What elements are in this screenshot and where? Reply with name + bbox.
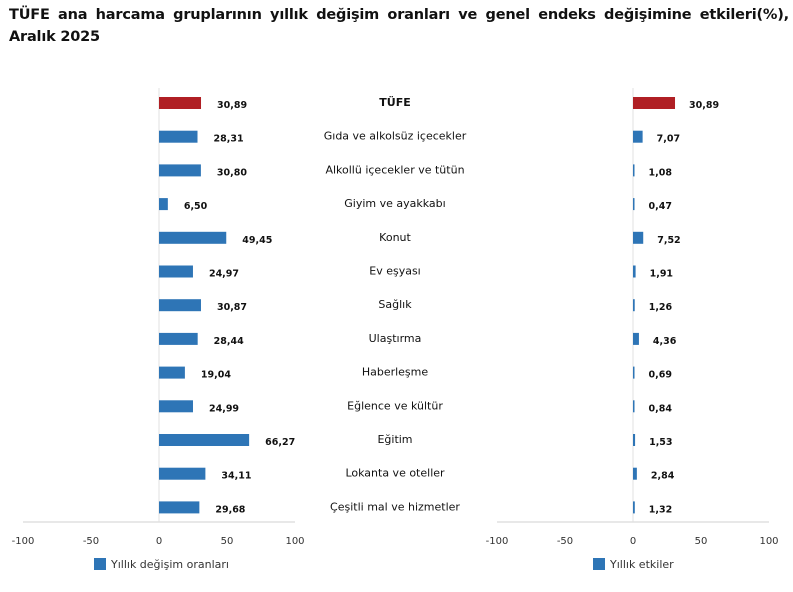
- category-label: Alkollü içecekler ve tütün: [325, 163, 464, 176]
- right-x-tick-label: 0: [630, 536, 636, 547]
- category-label: Konut: [379, 231, 411, 244]
- left-data-label: 28,31: [214, 134, 244, 145]
- left-bar: [159, 366, 185, 379]
- category-label: Haberleşme: [362, 366, 429, 379]
- right-bar: [633, 299, 635, 312]
- left-data-label: 24,97: [209, 269, 239, 280]
- right-bar: [633, 198, 635, 211]
- left-bar: [159, 97, 202, 109]
- left-bar: [159, 198, 168, 211]
- left-data-label: 66,27: [265, 437, 295, 448]
- chart-title: TÜFE ana harcama gruplarının yıllık deği…: [9, 7, 789, 45]
- left-bar: [159, 164, 201, 177]
- left-data-label: 28,44: [214, 336, 244, 347]
- left-data-label: 49,45: [242, 235, 272, 246]
- left-bar: [159, 299, 201, 312]
- left-bar: [159, 501, 200, 514]
- left-legend-swatch: [94, 558, 106, 570]
- right-data-label: 7,07: [657, 134, 680, 145]
- right-bar: [633, 97, 676, 109]
- category-label: Giyim ve ayakkabı: [344, 197, 445, 210]
- left-bar: [159, 434, 250, 446]
- right-data-label: 1,53: [649, 437, 672, 448]
- category-label: Ev eşyası: [369, 265, 421, 278]
- category-label: Ulaştırma: [369, 332, 422, 345]
- category-label: Gıda ve alkolsüz içecekler: [324, 130, 467, 143]
- left-x-tick-label: 100: [285, 536, 304, 547]
- right-bar: [633, 434, 636, 446]
- left-bar: [159, 265, 193, 278]
- left-data-label: 24,99: [209, 403, 239, 414]
- right-x-tick-label: -100: [486, 536, 509, 547]
- left-data-label: 6,50: [184, 201, 208, 212]
- left-bar: [159, 231, 227, 244]
- left-data-label: 30,89: [217, 100, 247, 111]
- right-data-label: 1,32: [649, 504, 672, 515]
- right-data-label: 0,84: [649, 403, 673, 414]
- category-label: Eğitim: [377, 433, 412, 446]
- left-data-label: 34,11: [221, 471, 251, 482]
- right-bar: [633, 332, 639, 345]
- left-data-label: 19,04: [201, 370, 231, 381]
- left-legend-label: Yıllık değişim oranları: [110, 558, 229, 571]
- right-data-label: 30,89: [689, 100, 719, 111]
- right-data-label: 0,47: [649, 201, 672, 212]
- right-bar: [633, 400, 635, 413]
- right-bar: [633, 265, 636, 278]
- category-label: Lokanta ve oteller: [345, 467, 445, 480]
- left-data-label: 30,80: [217, 167, 247, 178]
- category-label: Çeşitli mal ve hizmetler: [330, 500, 460, 513]
- left-x-tick-label: 0: [156, 536, 162, 547]
- left-bar: [159, 130, 198, 143]
- right-data-label: 2,84: [651, 471, 675, 482]
- right-bar: [633, 130, 643, 143]
- right-x-tick-label: 100: [759, 536, 778, 547]
- right-data-label: 1,08: [649, 167, 673, 178]
- right-bar: [633, 231, 644, 244]
- right-legend-swatch: [593, 558, 605, 570]
- left-x-tick-label: 50: [221, 536, 234, 547]
- category-label: Eğlence ve kültür: [347, 399, 443, 412]
- left-x-tick-label: -50: [83, 536, 99, 547]
- left-bar: [159, 332, 198, 345]
- right-data-label: 1,26: [649, 302, 673, 313]
- left-bar: [159, 467, 206, 480]
- left-bar: [159, 400, 193, 413]
- right-x-tick-label: -50: [557, 536, 573, 547]
- right-data-label: 4,36: [653, 336, 677, 347]
- category-label: TÜFE: [379, 95, 410, 109]
- right-legend-label: Yıllık etkiler: [609, 558, 674, 571]
- right-data-label: 0,69: [649, 370, 672, 381]
- left-x-tick-label: -100: [12, 536, 35, 547]
- right-bar: [633, 366, 635, 379]
- right-data-label: 1,91: [650, 269, 673, 280]
- right-x-tick-label: 50: [695, 536, 708, 547]
- left-data-label: 29,68: [215, 504, 245, 515]
- right-bar: [633, 467, 637, 480]
- right-data-label: 7,52: [657, 235, 680, 246]
- right-bar: [633, 164, 635, 177]
- category-label: Sağlık: [378, 298, 412, 311]
- right-bar: [633, 501, 635, 514]
- left-data-label: 30,87: [217, 302, 247, 313]
